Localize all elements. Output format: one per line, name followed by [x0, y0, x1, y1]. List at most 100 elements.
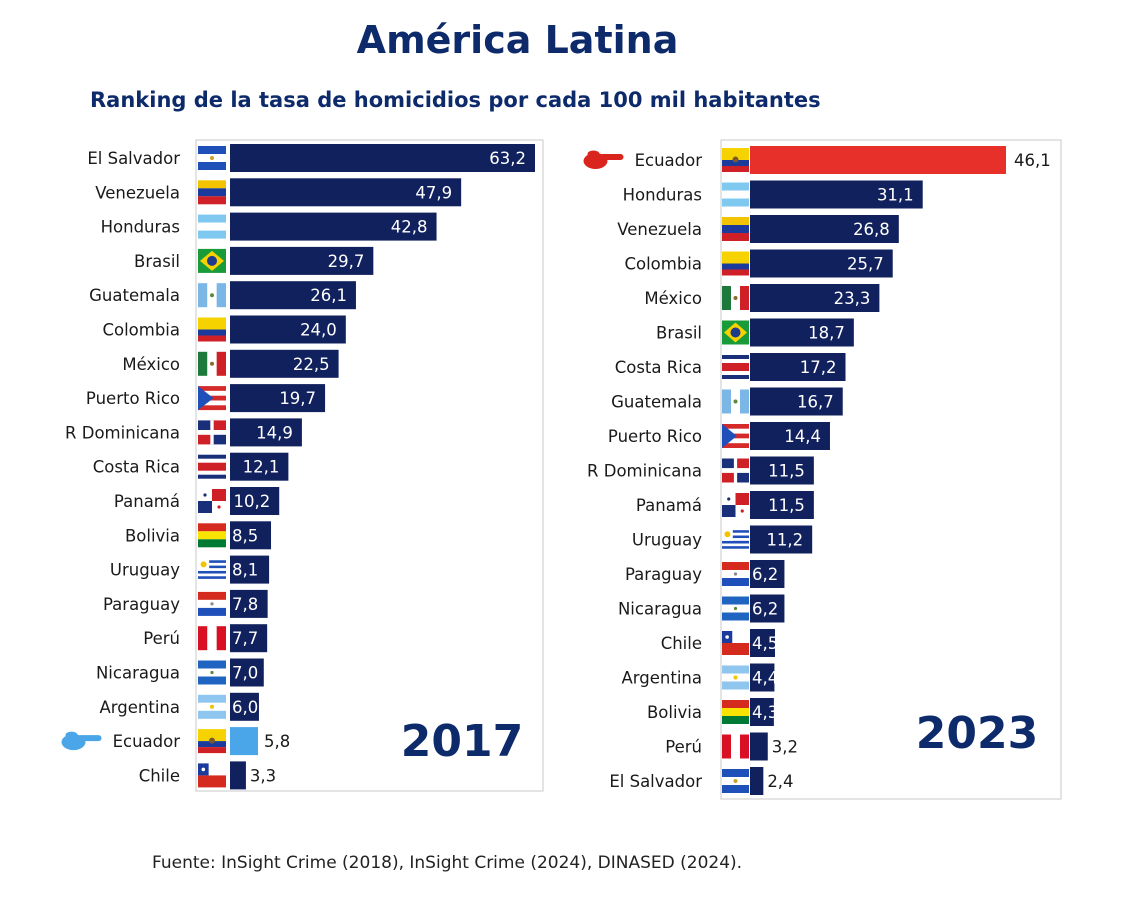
- category-label-uruguay-2017: Uruguay: [110, 561, 180, 580]
- flag-el-salvador-icon: [722, 769, 749, 793]
- flag-puerto-rico-icon: [198, 386, 226, 411]
- value-label-colombia-2017: 24,0: [300, 321, 337, 340]
- plot-frame-2023: [720, 139, 1062, 800]
- bar-chile-2017: [230, 761, 246, 790]
- flag-ecuador-icon: [198, 729, 226, 754]
- flag-bolivia-icon: [722, 700, 749, 724]
- flag-uruguay-icon: [198, 557, 226, 582]
- bar-brasil-2023: [750, 318, 854, 347]
- bar-uruguay-2023: [750, 525, 813, 554]
- bar-el-salvador-2023: [750, 767, 764, 795]
- flag-venezuela-icon: [198, 180, 226, 205]
- flag-el-salvador-icon: [198, 146, 226, 170]
- flag-colombia-icon: [198, 317, 226, 342]
- flag-venezuela-icon: [722, 217, 749, 241]
- category-label-nicaragua-2023: Nicaragua: [618, 600, 702, 619]
- value-label-honduras-2017: 42,8: [391, 218, 428, 237]
- category-label-bolivia-2023: Bolivia: [647, 703, 702, 722]
- category-label-el-salvador-2023: El Salvador: [609, 772, 702, 791]
- flag-puerto-rico-icon: [722, 424, 749, 448]
- panel-2023: Ecuador 46,1 Honduras 31,1 Venezuela 26,8 Colo…: [583, 139, 1062, 800]
- bar-colombia-2023: [750, 249, 893, 278]
- category-label-venezuela-2023: Venezuela: [617, 220, 702, 239]
- flag-nicaragua-icon: [722, 596, 749, 621]
- value-label-r-dominicana-2023: 11,5: [768, 462, 805, 481]
- category-label-chile-2017: Chile: [139, 766, 180, 785]
- flag-paraguay-icon: [722, 562, 749, 586]
- bar-r-dominicana-2023: [750, 456, 814, 485]
- flag-mexico-icon: [198, 351, 226, 376]
- flag-colombia-icon: [722, 251, 749, 276]
- flag-bolivia-icon: [198, 523, 226, 548]
- bar-venezuela-2017: [230, 178, 462, 207]
- bar-peru-2023: [750, 732, 768, 761]
- flag-brasil-icon: [722, 320, 749, 345]
- bar-ecuador-2023: [750, 146, 1006, 174]
- bar-venezuela-2023: [750, 215, 899, 243]
- value-label-venezuela-2017: 47,9: [415, 183, 452, 202]
- value-label-mexico-2023: 23,3: [834, 289, 871, 308]
- category-label-guatemala-2017: Guatemala: [89, 286, 180, 305]
- bar-nicaragua-2023: [750, 594, 785, 623]
- category-label-colombia-2023: Colombia: [624, 255, 702, 274]
- value-label-guatemala-2017: 26,1: [310, 286, 347, 305]
- category-label-honduras-2017: Honduras: [101, 218, 180, 237]
- flag-chile-icon: [198, 763, 226, 788]
- category-label-r-dominicana-2023: R Dominicana: [587, 462, 702, 481]
- value-label-ecuador-2017: 5,8: [264, 732, 290, 751]
- category-label-honduras-2023: Honduras: [623, 186, 702, 205]
- category-label-guatemala-2023: Guatemala: [611, 393, 702, 412]
- value-label-el-salvador-2017: 63,2: [489, 149, 526, 168]
- flag-brasil-icon: [198, 248, 226, 273]
- bar-honduras-2023: [750, 180, 923, 209]
- category-label-el-salvador-2017: El Salvador: [87, 149, 180, 168]
- bar-paraguay-2023: [750, 560, 785, 588]
- flag-r-dominicana-icon: [722, 458, 749, 483]
- category-label-peru-2023: Perú: [665, 738, 702, 757]
- value-label-el-salvador-2023: 2,4: [767, 772, 793, 791]
- value-label-puerto-rico-2017: 19,7: [279, 389, 316, 408]
- flag-honduras-icon: [722, 182, 749, 207]
- value-label-honduras-2023: 31,1: [877, 186, 914, 205]
- value-label-bolivia-2023: 4,3: [752, 703, 778, 722]
- flag-peru-icon: [722, 734, 749, 759]
- category-label-argentina-2023: Argentina: [622, 669, 703, 688]
- flag-panama-icon: [198, 489, 226, 513]
- flag-peru-icon: [198, 626, 226, 651]
- bar-peru-2017: [230, 624, 268, 653]
- bar-paraguay-2017: [230, 589, 268, 618]
- bar-bolivia-2023: [750, 698, 774, 726]
- source-note: Fuente: InSight Crime (2018), InSight Cr…: [152, 853, 743, 873]
- value-label-venezuela-2023: 26,8: [853, 220, 890, 239]
- bar-argentina-2017: [230, 692, 259, 721]
- flag-uruguay-icon: [722, 527, 749, 552]
- value-label-paraguay-2023: 6,2: [752, 565, 778, 584]
- value-label-nicaragua-2023: 6,2: [752, 600, 778, 619]
- value-label-colombia-2023: 25,7: [847, 255, 884, 274]
- bar-colombia-2017: [230, 315, 346, 344]
- bar-honduras-2017: [230, 212, 437, 241]
- category-label-panama-2017: Panamá: [114, 492, 180, 511]
- category-label-r-dominicana-2017: R Dominicana: [65, 423, 180, 442]
- value-label-argentina-2017: 6,0: [232, 698, 258, 717]
- bar-puerto-rico-2017: [230, 384, 326, 413]
- bar-r-dominicana-2017: [230, 418, 302, 447]
- bar-costa-rica-2017: [230, 452, 289, 481]
- value-label-ecuador-2023: 46,1: [1014, 151, 1051, 170]
- flag-guatemala-icon: [198, 283, 226, 308]
- category-label-nicaragua-2017: Nicaragua: [96, 664, 180, 683]
- value-label-peru-2017: 7,7: [232, 629, 258, 648]
- bar-mexico-2017: [230, 349, 339, 378]
- flag-ecuador-icon: [722, 148, 749, 172]
- bar-guatemala-2023: [750, 387, 843, 416]
- value-label-nicaragua-2017: 7,0: [232, 664, 258, 683]
- pointing-hand-icon-2017: [61, 731, 102, 751]
- value-label-panama-2017: 10,2: [233, 492, 270, 511]
- category-label-panama-2023: Panamá: [636, 496, 702, 515]
- year-label-2023: 2023: [916, 708, 1038, 759]
- value-label-uruguay-2023: 11,2: [766, 531, 803, 550]
- value-label-argentina-2023: 4,4: [752, 669, 778, 688]
- value-label-brasil-2023: 18,7: [808, 324, 845, 343]
- category-label-argentina-2017: Argentina: [100, 698, 181, 717]
- bar-panama-2017: [230, 487, 280, 515]
